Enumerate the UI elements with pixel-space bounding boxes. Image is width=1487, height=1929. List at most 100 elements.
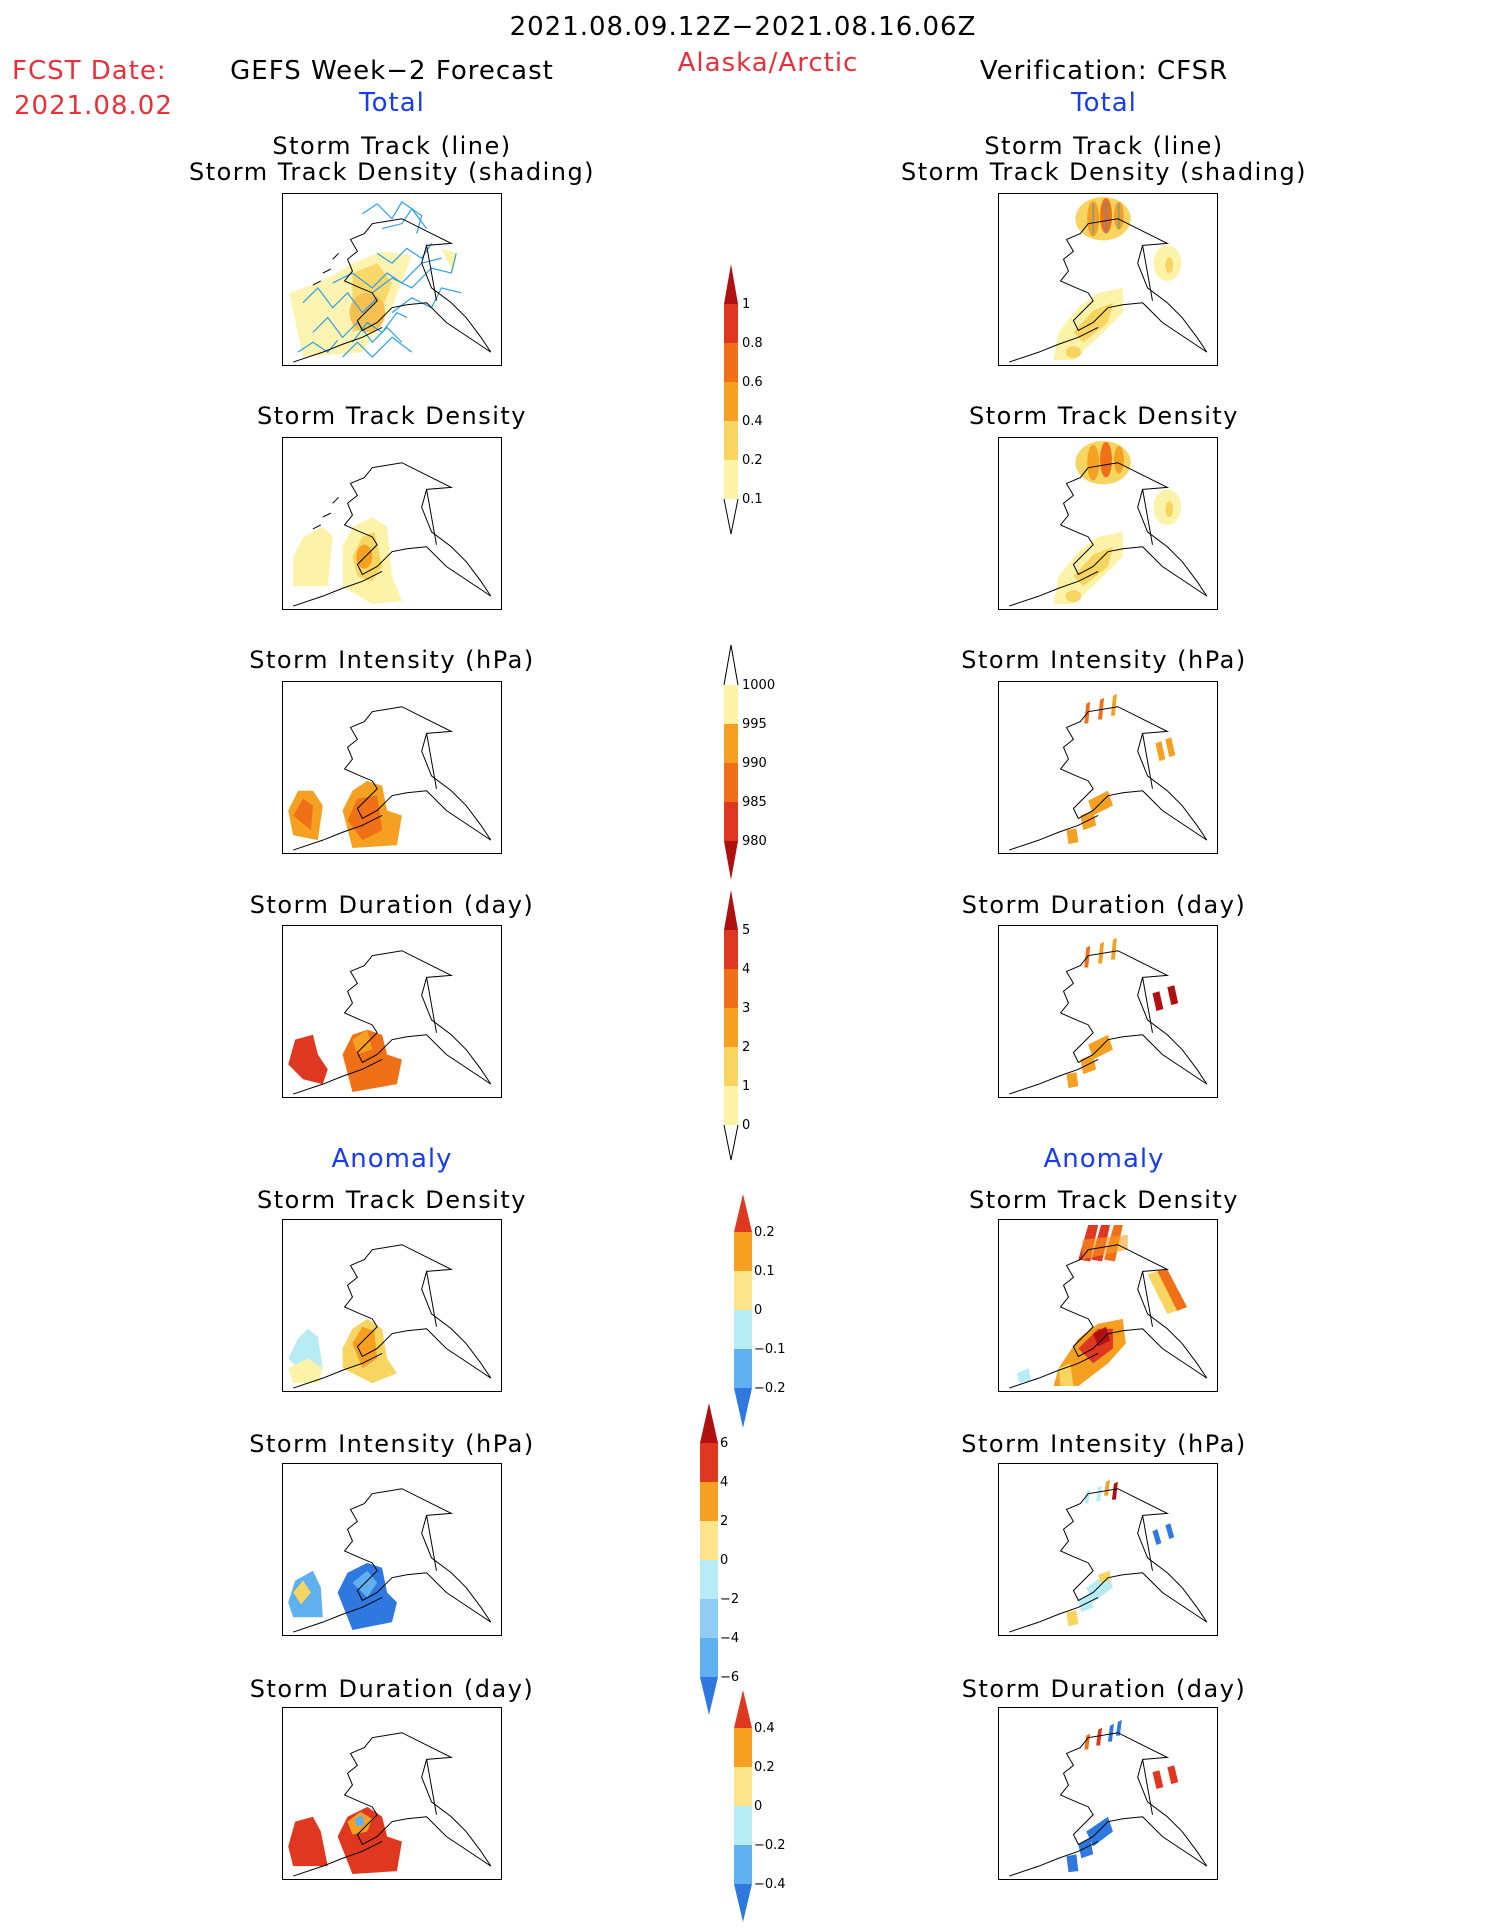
alaska-coastline — [292, 950, 492, 1095]
colorbar-density-anomaly: 0.2 0.1 0 −0.1 −0.2 — [734, 1194, 804, 1438]
map-right-intensity — [998, 681, 1218, 854]
tick-label: 0.6 — [742, 375, 763, 390]
right-track-shading-title: Storm Track Density (shading) — [900, 158, 1308, 186]
tick-label: 0.1 — [742, 492, 763, 507]
storm-track-lines — [1092, 201, 1120, 234]
duration-shading — [288, 1029, 402, 1093]
alaska-coastline — [1008, 1244, 1208, 1389]
left-total-label: Total — [359, 88, 425, 118]
tick-label: −4 — [720, 1631, 739, 1646]
fcst-date-label: FCST Date: — [12, 56, 167, 86]
map-left-anom-duration — [282, 1707, 502, 1880]
tick-label: 4 — [742, 962, 750, 977]
anom-density-shading — [1017, 1224, 1188, 1387]
tick-label: 0.2 — [754, 1760, 775, 1775]
map-left-anom-intensity — [282, 1463, 502, 1636]
right-anom-intensity-title: Storm Intensity (hPa) — [961, 1430, 1247, 1458]
left-anom-duration-title: Storm Duration (day) — [249, 1675, 535, 1703]
date-range-title: 2021.08.09.12Z−2021.08.16.06Z — [509, 12, 977, 42]
right-anom-duration-title: Storm Duration (day) — [961, 1675, 1247, 1703]
density-shading — [293, 517, 402, 605]
colorbar-intensity-total: 1000 995 990 985 980 — [723, 644, 784, 889]
tick-label: 0.8 — [742, 336, 763, 351]
anom-intensity-shading — [1066, 1479, 1175, 1627]
tick-label: 0 — [720, 1553, 728, 1568]
tick-label: −0.2 — [754, 1381, 786, 1396]
alaska-coastline — [1008, 218, 1208, 363]
alaska-coastline — [292, 218, 492, 363]
tick-label: 0 — [754, 1303, 762, 1318]
density-shading — [1053, 440, 1182, 605]
alaska-coastline — [1008, 1488, 1208, 1633]
right-intensity-title: Storm Intensity (hPa) — [961, 646, 1247, 674]
tick-label: 1 — [742, 297, 750, 312]
tick-label: 0.4 — [754, 1721, 775, 1736]
tick-label: 995 — [742, 717, 767, 732]
tick-label: 0.2 — [742, 453, 763, 468]
left-track-line-title: Storm Track (line) — [272, 132, 512, 160]
colorbar-intensity-anomaly: 6 4 2 0 −2 −4 −6 — [700, 1403, 760, 1727]
tick-label: 2 — [742, 1040, 750, 1055]
tick-label: −0.2 — [754, 1838, 786, 1853]
tick-label: 4 — [720, 1475, 728, 1490]
map-left-intensity — [282, 681, 502, 854]
colorbar-duration-total: 5 4 3 2 1 0 — [723, 890, 784, 1174]
tick-label: 1000 — [742, 678, 775, 693]
intensity-shading — [1066, 693, 1176, 845]
tick-label: 990 — [742, 756, 767, 771]
tick-label: 0.1 — [754, 1264, 775, 1279]
map-left-track — [282, 193, 502, 366]
tick-label: 3 — [742, 1001, 750, 1016]
alaska-coastline — [292, 1244, 492, 1389]
intensity-shading — [288, 780, 402, 849]
tick-label: −6 — [720, 1670, 739, 1685]
tick-label: −0.1 — [754, 1342, 786, 1357]
tick-label: 0.4 — [742, 414, 763, 429]
map-left-density — [282, 437, 502, 610]
anom-duration-shading — [1066, 1719, 1179, 1873]
map-left-anom-density — [282, 1219, 502, 1392]
map-right-anom-intensity — [998, 1463, 1218, 1636]
tick-label: 5 — [742, 923, 750, 938]
duration-shading — [1066, 937, 1179, 1089]
anom-duration-shading — [288, 1806, 402, 1875]
left-duration-title: Storm Duration (day) — [249, 891, 535, 919]
tick-label: 1 — [742, 1079, 750, 1094]
colorbar-duration-anomaly: 0.4 0.2 0 −0.2 −0.4 — [734, 1690, 804, 1929]
alaska-coastline — [1008, 1732, 1208, 1877]
map-right-track — [998, 193, 1218, 366]
tick-label: 2 — [720, 1514, 728, 1529]
tick-label: 6 — [720, 1436, 728, 1451]
alaska-coastline — [292, 706, 492, 851]
alaska-coastline — [1008, 462, 1208, 607]
alaska-coastline — [292, 462, 492, 607]
alaska-coastline — [1008, 706, 1208, 851]
tick-label: 985 — [742, 795, 767, 810]
fcst-date-value: 2021.08.02 — [14, 91, 173, 121]
left-anom-density-title: Storm Track Density — [257, 1186, 527, 1214]
anom-intensity-shading — [288, 1562, 397, 1631]
tick-label: 0 — [754, 1799, 762, 1814]
left-track-shading-title: Storm Track Density (shading) — [188, 158, 596, 186]
tick-label: −2 — [720, 1592, 739, 1607]
alaska-coastline — [292, 1488, 492, 1633]
map-right-density — [998, 437, 1218, 610]
right-duration-title: Storm Duration (day) — [961, 891, 1247, 919]
track-density-shading — [1053, 196, 1182, 361]
right-anomaly-label: Anomaly — [1043, 1144, 1165, 1174]
tick-label: 0 — [742, 1118, 750, 1133]
left-anom-intensity-title: Storm Intensity (hPa) — [249, 1430, 535, 1458]
colorbar-density-total: 1 0.8 0.6 0.4 0.2 0.1 — [723, 264, 784, 548]
right-anom-density-title: Storm Track Density — [969, 1186, 1239, 1214]
left-intensity-title: Storm Intensity (hPa) — [249, 646, 535, 674]
map-right-anom-duration — [998, 1707, 1218, 1880]
tick-label: 0.2 — [754, 1225, 775, 1240]
tick-label: 980 — [742, 834, 767, 849]
map-right-anom-density — [998, 1219, 1218, 1392]
map-right-duration — [998, 925, 1218, 1098]
alaska-coastline — [292, 1732, 492, 1877]
left-anomaly-label: Anomaly — [331, 1144, 453, 1174]
left-column-title: GEFS Week−2 Forecast — [230, 56, 554, 86]
right-column-title: Verification: CFSR — [979, 56, 1229, 86]
alaska-coastline — [1008, 950, 1208, 1095]
